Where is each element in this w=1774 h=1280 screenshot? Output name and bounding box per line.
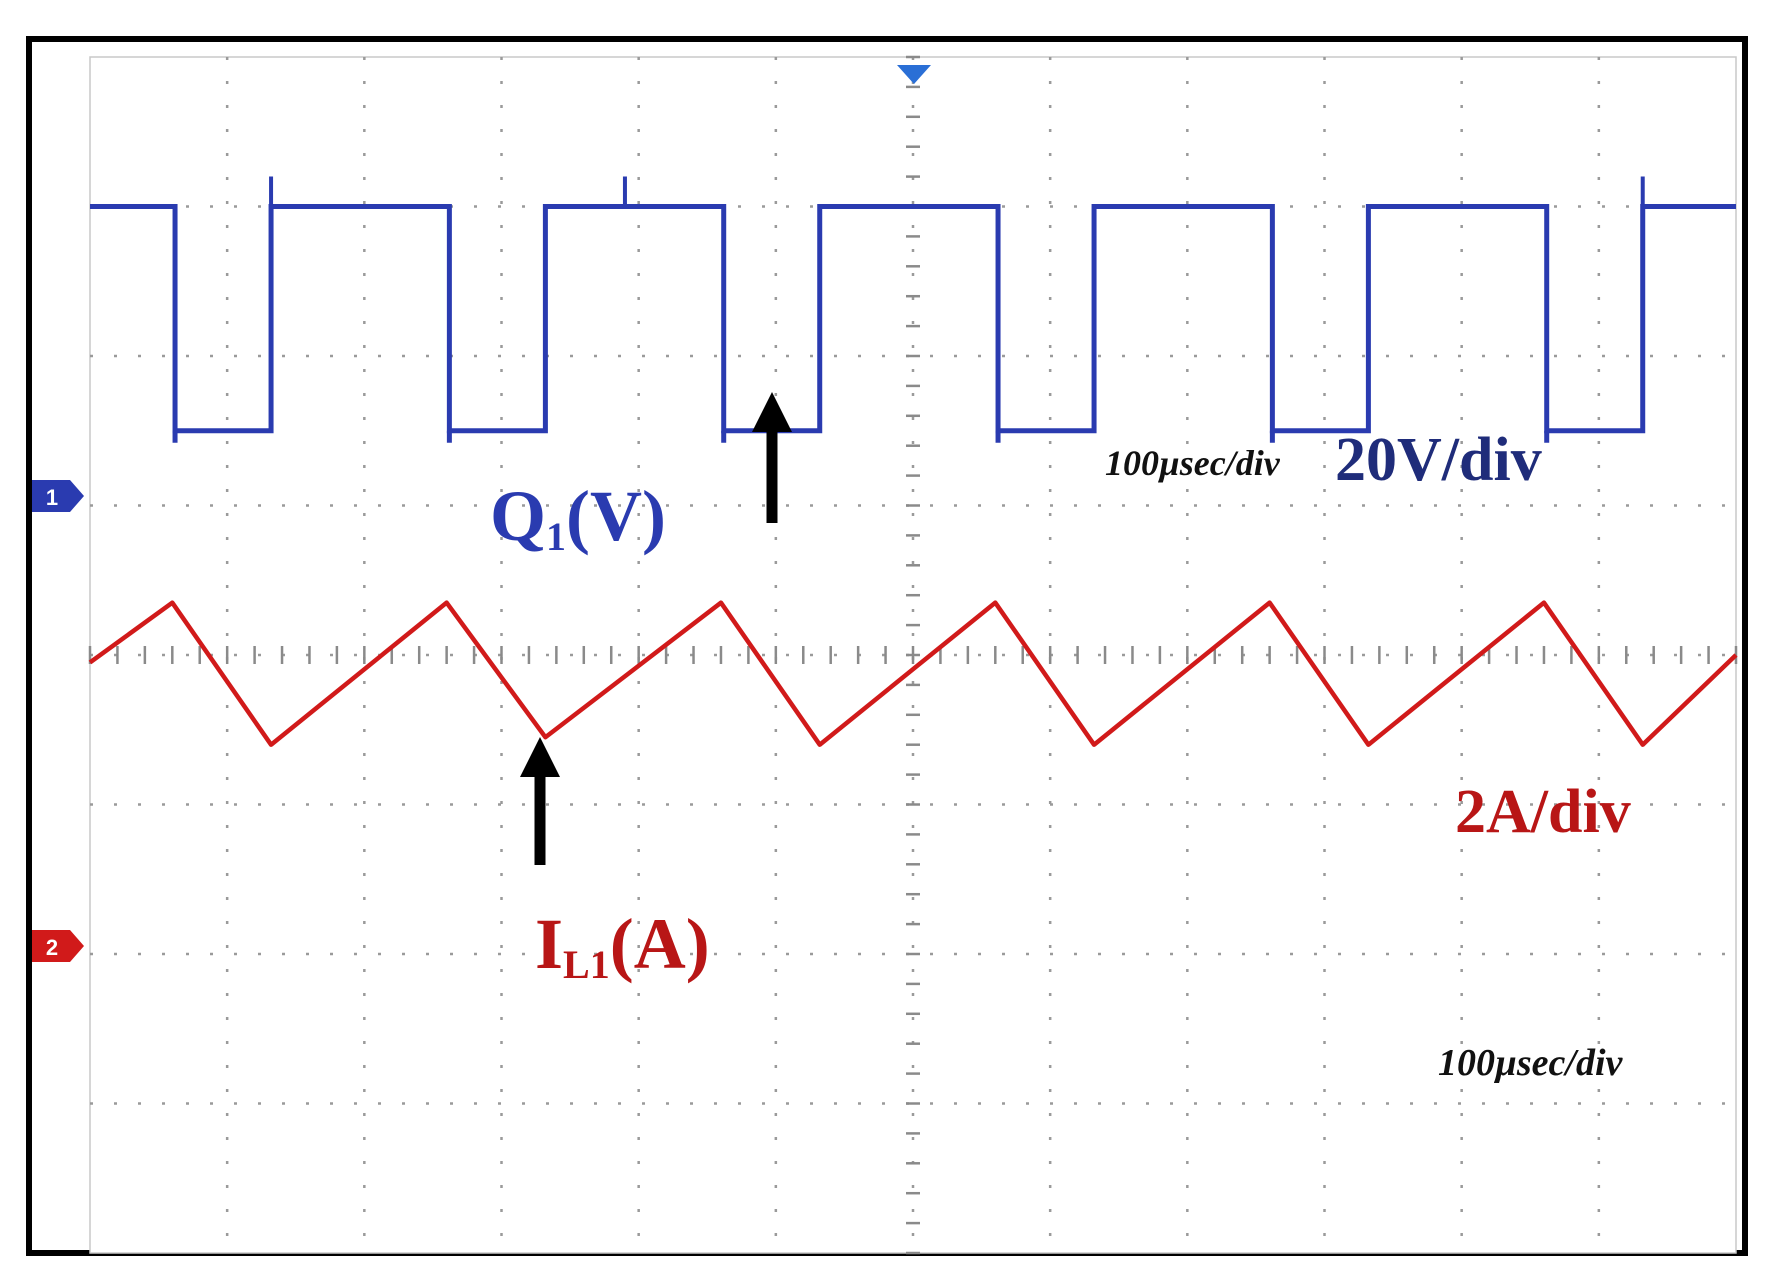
channel-2-marker-label: 2 — [46, 935, 58, 960]
series-il1-line — [88, 600, 1738, 747]
ch1-label: Q1(V) — [490, 476, 666, 559]
ch2-label-sub: L1 — [563, 942, 610, 987]
traces — [88, 176, 1738, 747]
ch1-label-main: Q — [490, 476, 546, 556]
ch1-label-sub: 1 — [546, 514, 566, 559]
trigger-marker-icon — [897, 65, 931, 84]
ch2-label-tail: (A) — [610, 904, 710, 984]
series-q1-line — [90, 204, 1736, 434]
arrow-q1 — [752, 392, 792, 523]
ch1-volt-scale: 20V/div — [1335, 426, 1542, 494]
channel-2-marker: 2 — [32, 930, 84, 962]
ch2-label-main: I — [535, 904, 563, 984]
channel-1-marker-label: 1 — [46, 485, 58, 510]
channel-1-marker: 1 — [32, 480, 84, 512]
ch2-amp-scale: 2A/div — [1455, 778, 1631, 846]
ch2-label: IL1(A) — [535, 904, 710, 987]
ch2-time-scale: 100µsec/div — [1438, 1042, 1624, 1084]
center-axis-ticks — [88, 55, 1738, 1255]
ch1-label-tail: (V) — [566, 476, 666, 556]
ch1-time-scale: 100µsec/div — [1105, 443, 1281, 483]
arrow-il1 — [520, 737, 560, 865]
